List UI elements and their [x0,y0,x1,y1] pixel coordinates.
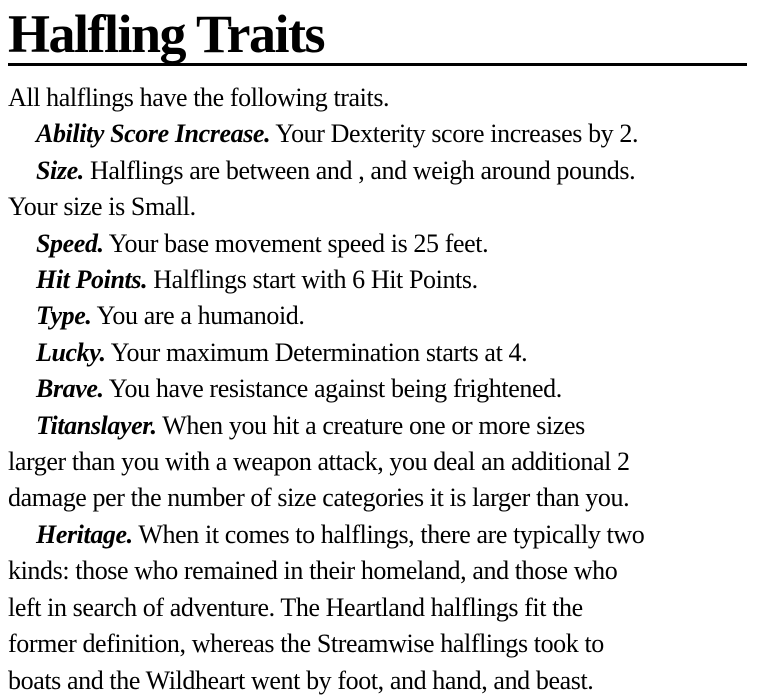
trait-text: When you hit a creature one or more size… [162,410,585,440]
title-rule [8,63,747,66]
page-title: Halfling Traits [8,4,326,64]
trait-lucky: Lucky. Your maximum Determination starts… [8,335,747,371]
trait-text: When it comes to halflings, there are ty… [138,519,645,549]
trait-text-line: larger than you with a weapon attack, yo… [8,447,630,477]
intro-paragraph: All halflings have the following traits. [8,80,747,116]
trait-text-line: left in search of adventure. The Heartla… [8,592,583,622]
intro-text: All halflings have the following traits. [8,83,390,112]
trait-brave: Brave. You have resistance against being… [8,371,747,407]
trait-speed: Speed. Your base movement speed is 25 fe… [8,226,747,262]
trait-heritage: Heritage. When it comes to halflings, th… [8,517,747,699]
trait-line: Speed. Your base movement speed is 25 fe… [8,226,747,262]
trait-text: Your maximum Determination starts at 4. [110,337,528,367]
trait-ability-score-increase: Ability Score Increase. Your Dexterity s… [8,116,747,152]
trait-hit-points: Hit Points. Halflings start with 6 Hit P… [8,262,747,298]
trait-type: Type. You are a humanoid. [8,298,747,334]
trait-name: Heritage. [36,519,133,549]
trait-text: You are a humanoid. [96,301,305,331]
trait-line: Ability Score Increase. Your Dexterity s… [8,116,747,152]
trait-name: Hit Points. [36,265,148,295]
trait-name: Titanslayer. [36,410,157,440]
document-page: Halfling Traits All halflings have the f… [8,4,747,695]
document-body: All halflings have the following traits.… [8,80,747,699]
trait-text-line: damage per the number of size categories… [8,483,630,513]
trait-line: Brave. You have resistance against being… [8,371,747,407]
trait-text: Halflings are between and , and weigh ar… [89,155,636,185]
trait-line: Titanslayer. When you hit a creature one… [8,408,747,444]
trait-text-line: Your size is Small. [8,192,196,222]
trait-name: Speed. [36,228,104,258]
trait-text-line: former definition, whereas the Streamwis… [8,629,604,659]
trait-line: Type. You are a humanoid. [8,298,747,334]
trait-name: Brave. [36,374,104,404]
trait-size: Size. Halflings are between and , and we… [8,153,747,226]
trait-line: Lucky. Your maximum Determination starts… [8,335,747,371]
trait-name: Type. [36,301,92,331]
trait-line: Heritage. When it comes to halflings, th… [8,517,747,553]
trait-text-line: kinds: those who remained in their homel… [8,556,618,586]
trait-name: Lucky. [36,337,106,367]
trait-line: Hit Points. Halflings start with 6 Hit P… [8,262,747,298]
trait-text: Your Dexterity score increases by 2. [275,119,639,149]
trait-line: Size. Halflings are between and , and we… [8,153,747,189]
trait-titanslayer: Titanslayer. When you hit a creature one… [8,408,747,517]
trait-text: You have resistance against being fright… [108,374,562,404]
trait-name: Size. [36,155,84,185]
trait-text-line: boats and the Wildheart went by foot, an… [8,665,594,695]
trait-text: Your base movement speed is 25 feet. [108,228,489,258]
trait-name: Ability Score Increase. [36,119,271,149]
trait-text: Halflings start with 6 Hit Points. [153,265,478,295]
